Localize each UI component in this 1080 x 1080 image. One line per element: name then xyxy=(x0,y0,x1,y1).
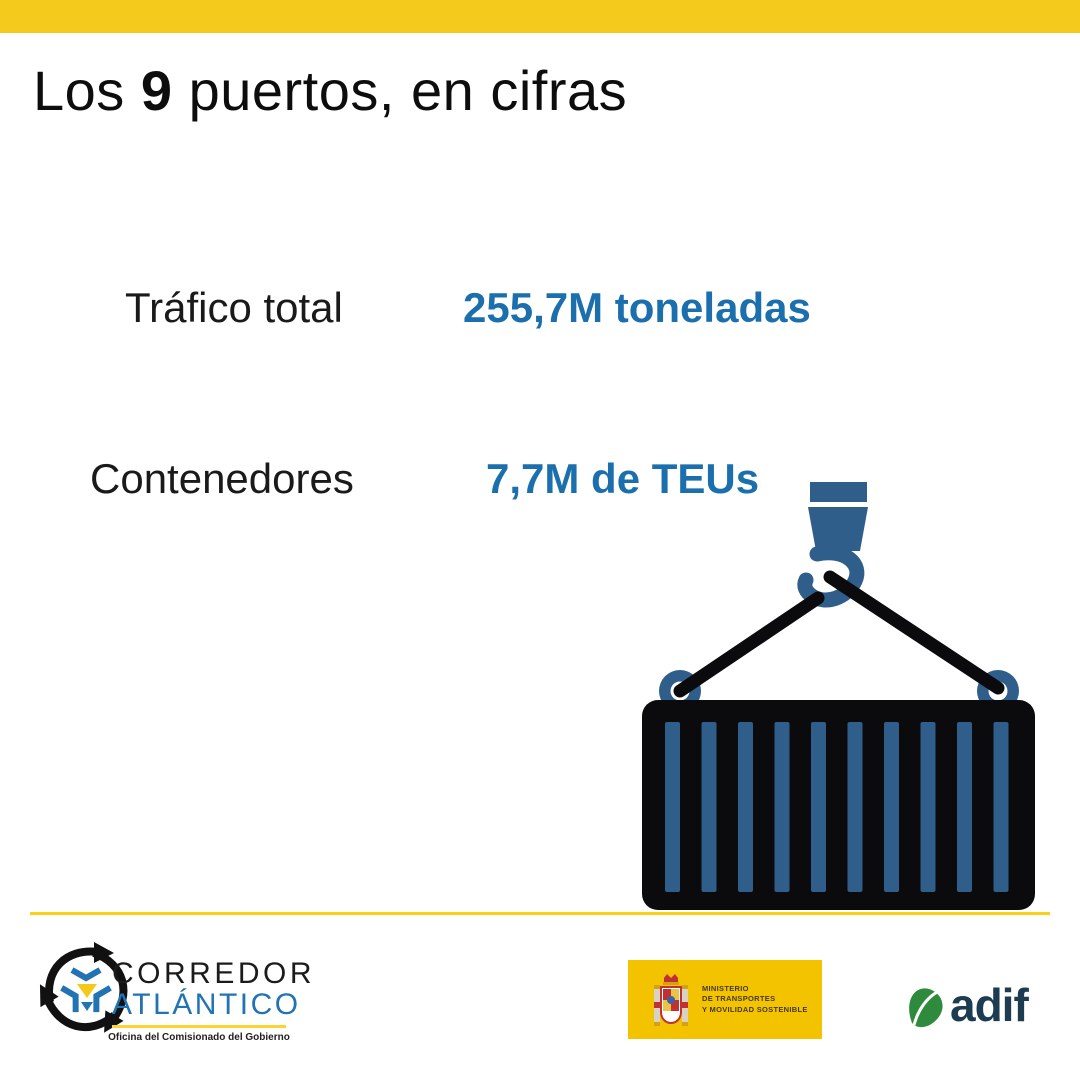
page-title: Los 9 puertos, en cifras xyxy=(33,58,627,124)
crane-container-illustration xyxy=(642,482,1035,910)
corredor-atlantico-logo-icon xyxy=(39,942,128,1033)
ministry-text-line1: MINISTERIO xyxy=(702,983,749,993)
ministry-text-line3: Y MOVILIDAD SOSTENIBLE xyxy=(702,1004,808,1014)
corredor-subtitle: Oficina del Comisionado del Gobierno xyxy=(108,1032,290,1043)
ministry-logo: MINISTERIO DE TRANSPORTES Y MOVILIDAD SO… xyxy=(628,960,822,1039)
triskelion-lower-triangle xyxy=(81,1002,93,1011)
ministry-text: MINISTERIO DE TRANSPORTES Y MOVILIDAD SO… xyxy=(702,984,808,1016)
stat-value-contenedores: 7,7M de TEUs xyxy=(486,455,760,502)
triskelion-chevrons xyxy=(60,967,112,1013)
page-title-number: 9 xyxy=(140,59,173,122)
page-title-suffix: puertos, en cifras xyxy=(172,59,628,122)
adif-wordmark: adif xyxy=(950,979,1029,1031)
top-accent-bar xyxy=(0,0,1080,33)
corredor-wordmark-line1: CORREDOR xyxy=(112,957,316,990)
corredor-wordmark-line2: ATLÁNTICO xyxy=(112,988,301,1021)
crane-hook-icon xyxy=(797,482,868,608)
corredor-underline xyxy=(112,1025,286,1028)
triskelion-arrows xyxy=(39,942,128,1033)
ministry-text-line2: DE TRANSPORTES xyxy=(702,994,776,1004)
crane-cables xyxy=(673,570,1005,698)
stat-label-contenedores: Contenedores xyxy=(90,455,354,502)
spain-coat-of-arms-icon xyxy=(654,973,688,1026)
adif-leaf-icon xyxy=(909,988,943,1028)
stat-label-trafico-total: Tráfico total xyxy=(125,284,343,331)
page-title-prefix: Los xyxy=(33,59,141,122)
container-ribs xyxy=(665,722,1009,892)
triskelion-center-triangle xyxy=(77,984,97,998)
shipping-container-icon xyxy=(642,700,1035,910)
stat-value-trafico-total: 255,7M toneladas xyxy=(463,284,811,331)
footer-divider-line xyxy=(30,912,1050,915)
